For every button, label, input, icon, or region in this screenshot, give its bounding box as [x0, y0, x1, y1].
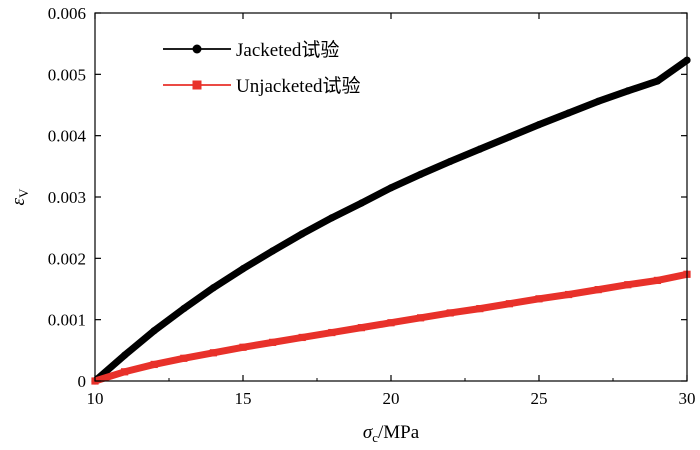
series-2 [91, 270, 691, 385]
data-point [180, 305, 188, 313]
data-point [594, 286, 602, 294]
y-tick-label: 0.004 [48, 127, 87, 146]
data-point [565, 290, 573, 299]
series-line [91, 56, 691, 385]
data-point [357, 199, 365, 207]
x-axis-unit: /MPa [378, 422, 420, 443]
y-tick-label: 0.003 [48, 188, 86, 207]
legend-marker [192, 80, 202, 90]
data-point [476, 305, 484, 313]
data-point [357, 324, 365, 332]
data-point [535, 121, 543, 129]
data-point [150, 327, 158, 335]
data-point [269, 247, 277, 255]
data-point [239, 265, 247, 273]
data-point [653, 77, 662, 85]
data-point [387, 319, 395, 327]
y-tick-label: 0.002 [48, 249, 86, 268]
x-axis-symbol: σ [363, 422, 373, 443]
x-tick-label: 10 [87, 389, 104, 408]
y-axis-subscript: V [16, 188, 31, 198]
data-point [209, 284, 217, 292]
data-point [298, 333, 306, 342]
x-tick-label: 25 [531, 389, 548, 408]
data-point [594, 97, 602, 105]
legend-item-1: Jacketed试验 [163, 39, 339, 61]
data-point [476, 145, 484, 153]
data-point [121, 368, 129, 376]
y-axis-symbol: ε [8, 197, 29, 205]
data-point [328, 214, 336, 222]
x-axis-title: σc/MPa [363, 422, 420, 445]
legend-item-2: Unjacketed试验 [163, 75, 361, 97]
y-tick-label: 0.005 [48, 65, 86, 84]
data-point [505, 300, 513, 308]
data-point [505, 133, 513, 141]
x-tick-label: 15 [235, 389, 252, 408]
data-point [150, 360, 158, 369]
data-point [565, 109, 573, 117]
y-axis-title: εV [8, 188, 31, 206]
data-point [269, 338, 277, 346]
series-layer [91, 56, 691, 385]
y-tick-label: 0 [78, 372, 87, 391]
data-point [328, 328, 336, 337]
data-point [624, 281, 632, 289]
x-tick-label: 20 [383, 389, 400, 408]
series-1 [91, 56, 691, 385]
data-point [209, 349, 217, 357]
legend-marker [192, 44, 202, 54]
data-point [180, 354, 188, 362]
y-tick-label: 0.001 [48, 311, 86, 330]
y-tick-label: 0.006 [48, 4, 86, 23]
data-point [417, 314, 425, 322]
legend: Jacketed试验 Unjacketed试验 [163, 39, 361, 97]
data-point [535, 295, 543, 303]
data-point [446, 309, 454, 317]
x-tick-label: 30 [679, 389, 696, 408]
x-axis-subscript: c [372, 430, 378, 445]
data-point [446, 157, 454, 166]
legend-label: Jacketed试验 [236, 39, 339, 61]
data-point [624, 87, 632, 95]
data-point [121, 351, 129, 359]
data-point [239, 343, 247, 351]
data-point [417, 170, 425, 178]
data-point [653, 276, 661, 285]
data-point [298, 230, 306, 238]
data-point [387, 184, 395, 192]
legend-label: Unjacketed试验 [236, 75, 361, 97]
axes-layer: 10 15 20 25 30 0 0.001 0.002 0.003 0.004 0.005 0.00… [48, 4, 696, 408]
